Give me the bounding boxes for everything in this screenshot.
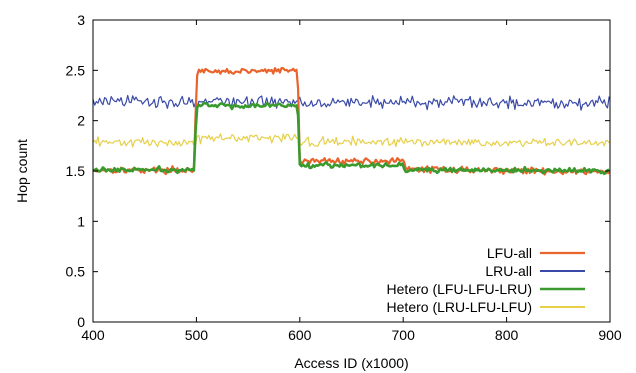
plot-series: [92, 66, 610, 176]
y-tick-label: 3: [77, 12, 85, 28]
y-axis-label: Hop count: [14, 139, 30, 203]
y-tick-label: 2: [77, 113, 85, 129]
y-tick-label: 2.5: [66, 62, 86, 78]
series-line-0: [92, 66, 610, 176]
y-tick-label: 1.5: [66, 163, 86, 179]
x-tick-label: 700: [392, 327, 416, 343]
y-axis: 0 0.5 1 1.5 2 2.5 3: [66, 12, 610, 330]
x-tick-label: 800: [495, 327, 519, 343]
x-tick-label: 600: [288, 327, 312, 343]
series-line-2: [92, 101, 610, 176]
y-tick-label: 1: [77, 213, 85, 229]
legend-label: Hetero (LRU-LFU-LFU): [387, 299, 532, 315]
legend: LFU-all LRU-all Hetero (LFU-LFU-LRU) Hetero…: [387, 245, 585, 315]
legend-label: LRU-all: [485, 263, 532, 279]
x-tick-label: 500: [185, 327, 209, 343]
x-tick-label: 400: [81, 327, 105, 343]
x-tick-label: 900: [598, 327, 622, 343]
y-tick-label: 0.5: [66, 264, 86, 280]
series-line-1: [92, 94, 610, 111]
x-axis-label: Access ID (x1000): [294, 355, 408, 371]
y-tick-label: 0: [77, 314, 85, 330]
legend-label: LFU-all: [487, 245, 532, 261]
legend-label: Hetero (LFU-LFU-LRU): [387, 281, 532, 297]
x-axis: 400 500 600 700 800 900: [81, 20, 622, 343]
series-line-3: [92, 133, 610, 148]
